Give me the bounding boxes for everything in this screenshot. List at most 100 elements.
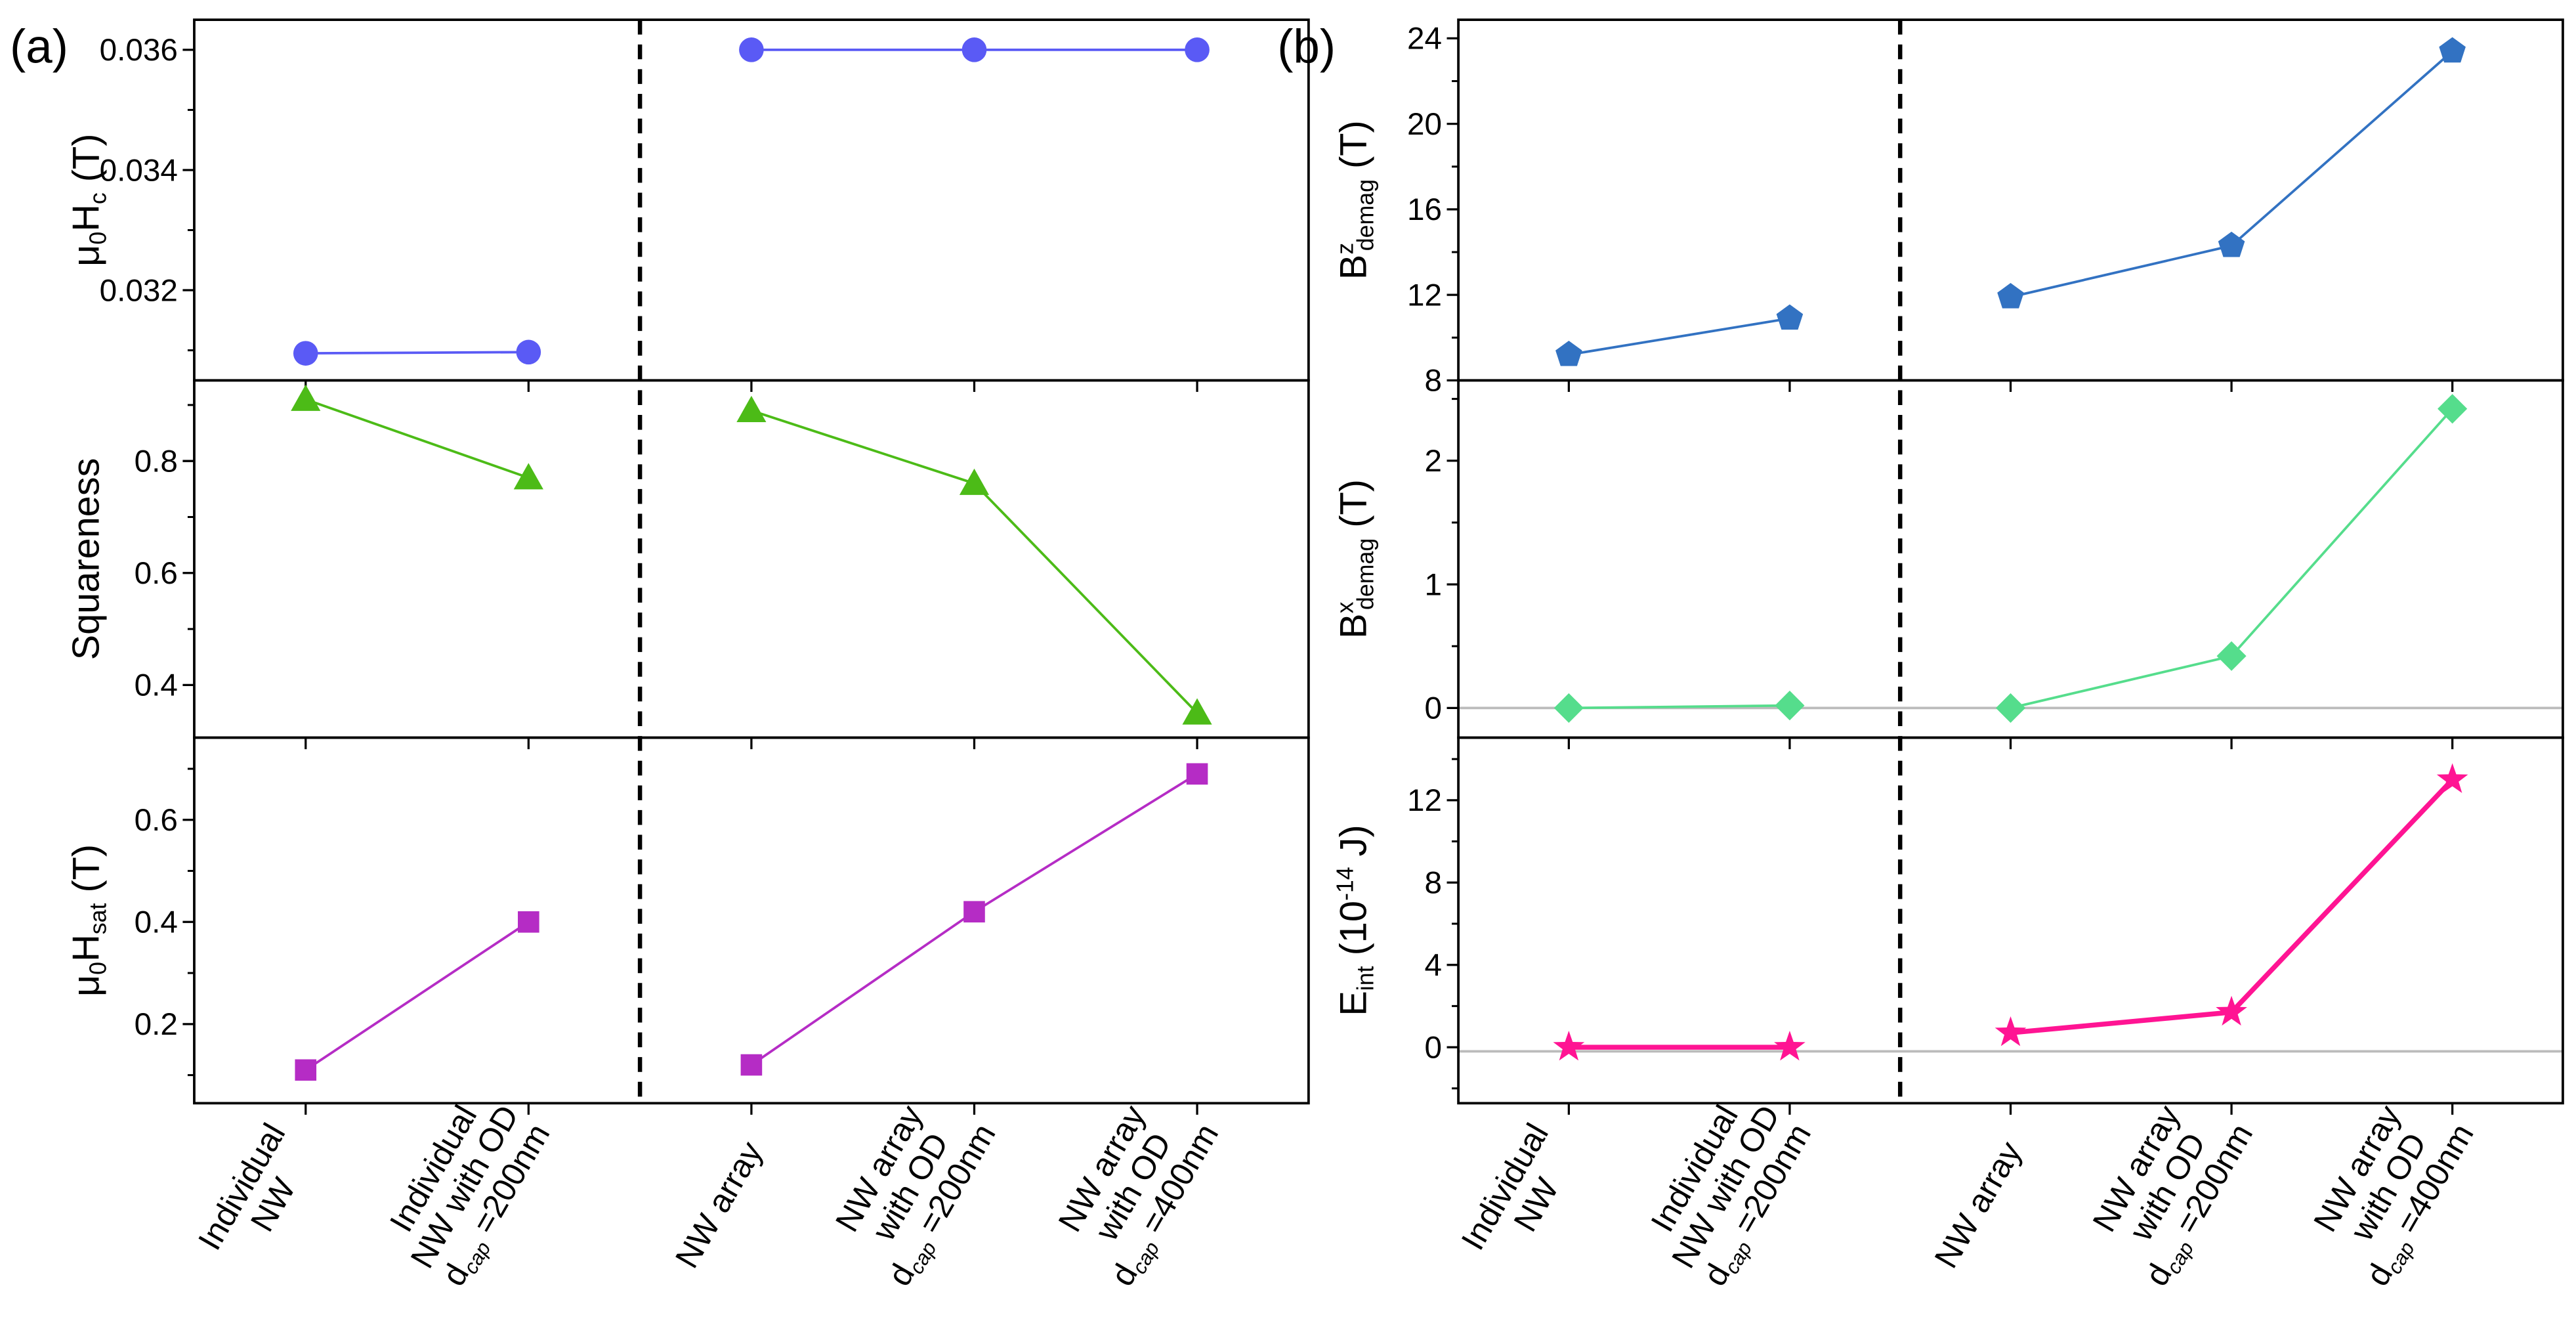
data-point-pentagon [2439,37,2466,63]
data-point-diamond [2438,394,2468,424]
label-part: (T) [65,844,107,903]
series-line [751,409,975,485]
label-part: x [1332,601,1359,613]
subplot: 0.032 0.034 0.036 μ0Hc (T) [65,18,1310,392]
y-tick-label: 2 [1424,444,1442,479]
panel-label: (a) [10,20,68,73]
y-tick-label: 20 [1407,107,1442,142]
label-part: (T) [1333,479,1375,538]
series-line [305,920,530,1071]
label-part: z [1332,243,1359,255]
y-tick-label: 8 [1424,364,1442,399]
label-part: J) [1333,825,1375,867]
plot-frame [1457,379,2564,739]
series-line [2230,408,2454,657]
y-tick-label: 24 [1407,22,1442,56]
label-part: int [1352,966,1378,991]
plot-frame [193,18,1310,382]
series-line [2010,655,2232,710]
y-tick-label: 0.2 [135,1007,178,1042]
label-part: 0 [85,232,111,245]
data-point-star [2216,995,2247,1026]
data-point-star [1995,1016,2027,1047]
y-tick-label: 0.6 [135,556,178,591]
y-tick-label: 0.4 [135,905,178,940]
series-line [2010,244,2232,299]
data-point-diamond [1995,693,2026,723]
plot-frame [193,379,1310,739]
y-axis-label: Bxdemag (T) [1332,479,1379,639]
series-line [2229,777,2455,1014]
series-line [2010,1010,2232,1035]
y-axis-label: Eint (10-14 J) [1332,825,1379,1016]
data-point-star [1774,1031,1805,1061]
y-tick-label: 0.036 [100,33,178,68]
series-line [305,398,529,479]
label-part: demag [1352,538,1378,610]
label-part: NW array [668,1135,769,1274]
subplot: 0 1 2 Bxdemag (T) [1332,379,2564,750]
data-point-circle [516,339,541,365]
label-part: (10 [1333,901,1375,966]
data-point-triangle [291,384,321,411]
x-category-label: NW array [1928,1135,2029,1274]
plot-frame [193,736,1310,1105]
data-point-circle [1185,37,1210,62]
data-point-diamond [1775,691,1805,721]
series-line [305,351,529,355]
data-point-pentagon [1555,340,1582,366]
data-point-star [1553,1031,1585,1061]
data-point-square [1186,763,1208,785]
label-part: μ [65,245,107,267]
y-tick-label: 1 [1424,567,1442,602]
label-part: B [1333,613,1375,638]
label-part: 0 [85,962,111,975]
label-part: μ [65,975,107,997]
y-tick-label: 0 [1424,691,1442,726]
y-tick-label: 0.4 [135,668,178,703]
y-axis-label: μ0Hc (T) [65,134,111,267]
data-point-triangle [959,468,990,495]
data-point-triangle [513,463,543,490]
series-line [1569,317,1790,356]
y-tick-label: 0.6 [135,803,178,838]
y-tick-label: 0.034 [100,153,178,188]
data-point-square [963,901,985,923]
data-point-triangle [1182,698,1212,725]
series-line [1569,704,1790,710]
series-line [973,482,1198,714]
label-part: (T) [1333,120,1375,179]
data-point-triangle [736,395,767,422]
x-category-label-line: NW array [1928,1135,2029,1274]
label-part: E [1333,991,1375,1016]
label-part: c [85,192,111,204]
label-part: NW array [1928,1135,2029,1274]
y-tick-label: 4 [1424,948,1442,983]
series-line [750,911,975,1066]
data-point-pentagon [2218,231,2245,257]
y-tick-label: 12 [1407,783,1442,818]
data-point-diamond [1553,693,1584,723]
data-point-pentagon [1776,304,1804,330]
x-category-label: NW array [668,1135,769,1274]
data-point-circle [293,341,318,366]
y-tick-label: 0.032 [100,273,178,308]
data-point-star [2436,763,2468,793]
panel-label: (b) [1277,20,1336,73]
data-point-square [518,911,539,933]
y-axis-label: Bzdemag (T) [1332,120,1379,280]
subplot: 0 4 8 12 Eint (10-14 J) [1332,736,2564,1115]
subplot: 0.2 0.4 0.6 μ0Hsat (T) [65,736,1310,1115]
label-part: B [1333,255,1375,280]
data-point-square [295,1059,317,1081]
